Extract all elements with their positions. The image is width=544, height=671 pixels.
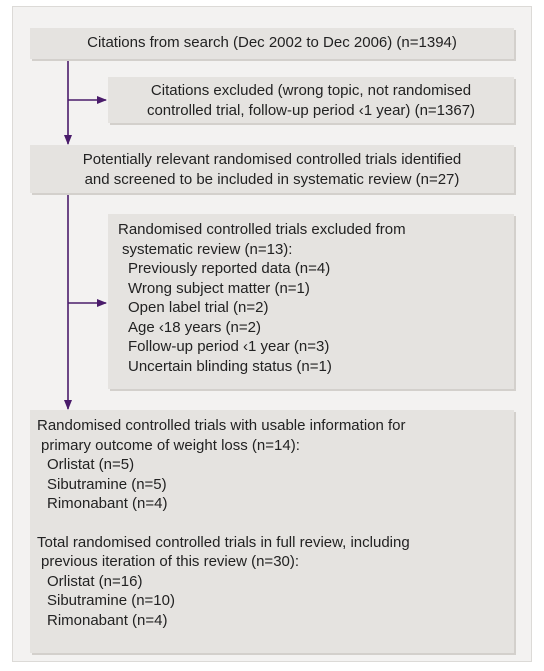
list-item: Open label trial (n=2) (128, 299, 269, 316)
box-text: Total randomised controlled trials in fu… (37, 533, 410, 551)
box-text: controlled trial, follow-up period ‹1 ye… (146, 101, 476, 119)
box: Randomised controlled trials with usable… (30, 410, 514, 653)
box-text: and screened to be included in systemati… (84, 170, 460, 188)
list-item: Orlistat (n=16) (47, 572, 143, 590)
list-item: Follow-up period ‹1 year (n=3) (128, 338, 330, 355)
list-item: Sibutramine (n=5) (47, 475, 167, 493)
box-text: Citations from search (Dec 2002 to Dec 2… (87, 34, 457, 51)
list-item: Wrong subject matter (n=1) (128, 279, 310, 297)
box-text: systematic review (n=13): (122, 240, 293, 258)
list-item: Sibutramine (n=10) (47, 592, 175, 609)
list-item: Previously reported data (n=4) (128, 260, 331, 277)
box: Citations excluded (wrong topic, not ran… (108, 77, 514, 123)
list-item: Age ‹18 years (n=2) (128, 318, 261, 336)
box-text: previous iteration of this review (n=30)… (41, 553, 300, 570)
box-text: Citations excluded (wrong topic, not ran… (150, 82, 472, 99)
box: Citations from search (Dec 2002 to Dec 2… (30, 28, 514, 59)
box-text: primary outcome of weight loss (n=14): (41, 436, 300, 454)
box-text: Potentially relevant randomised controll… (82, 151, 462, 168)
box-text: Randomised controlled trials with usable… (37, 417, 406, 434)
box-text: Randomised controlled trials excluded fr… (118, 221, 406, 238)
list-item: Rimonabant (n=4) (47, 611, 168, 629)
list-item: Uncertain blinding status (n=1) (128, 357, 332, 375)
list-item: Rimonabant (n=4) (47, 495, 168, 512)
list-item: Orlistat (n=5) (47, 456, 135, 473)
box: Potentially relevant randomised controll… (30, 145, 514, 193)
box: Randomised controlled trials excluded fr… (108, 214, 514, 389)
